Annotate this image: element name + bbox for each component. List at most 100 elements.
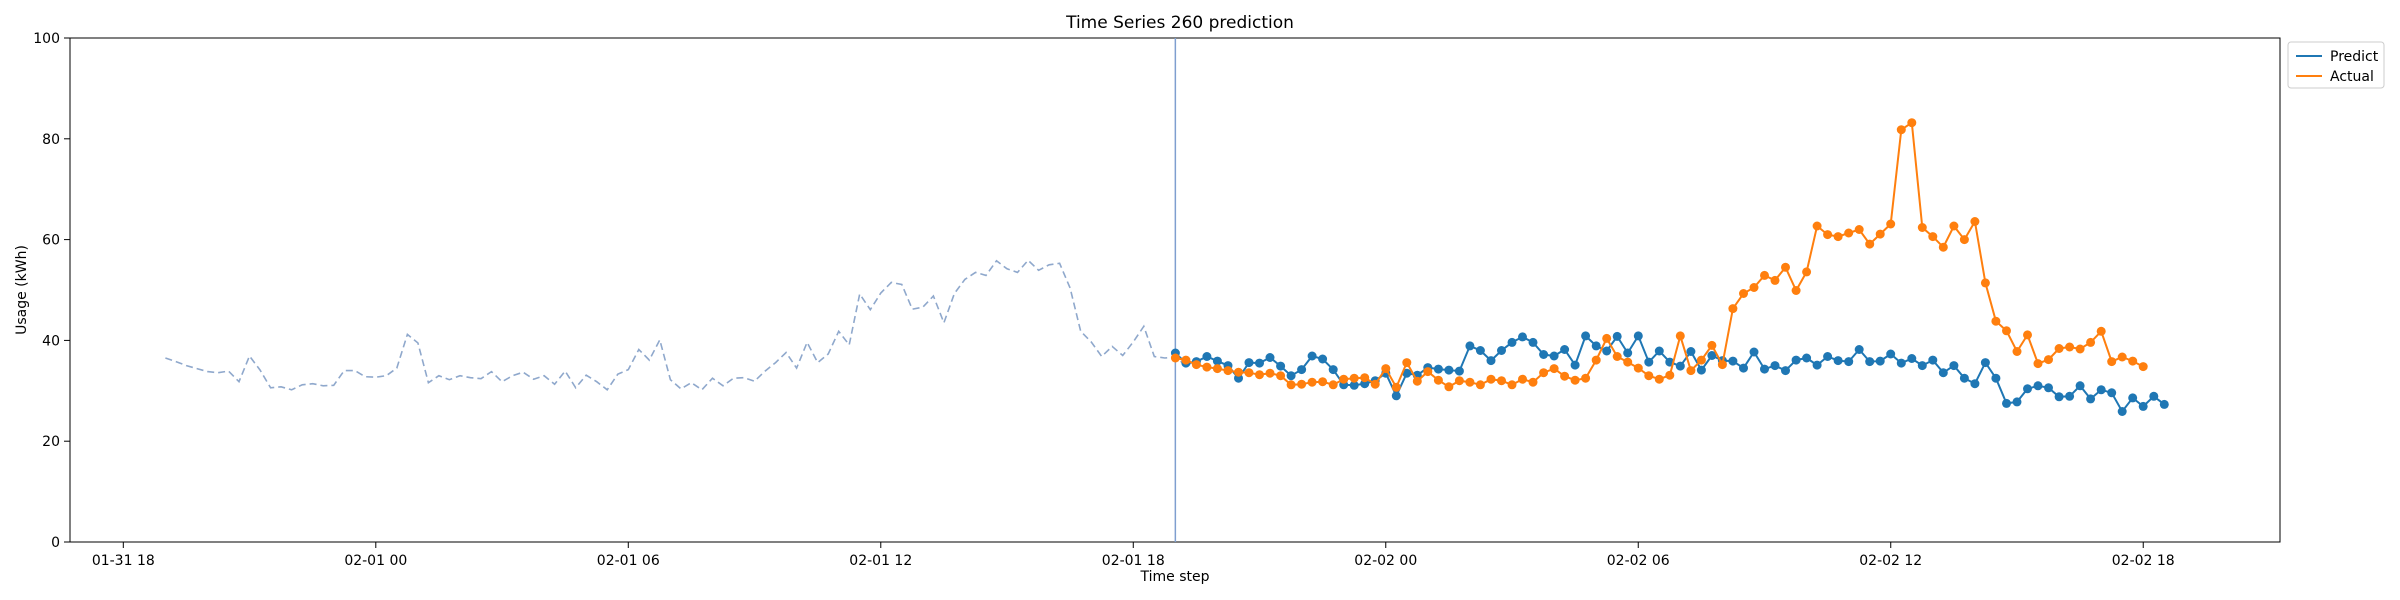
data-point [1181, 355, 1191, 365]
x-axis-label: Time step [1140, 569, 1210, 585]
data-point [1486, 374, 1496, 384]
data-point [1612, 352, 1622, 361]
data-point [1202, 352, 1212, 361]
data-point [1654, 374, 1664, 384]
data-point [1865, 357, 1875, 367]
data-point [1475, 380, 1485, 390]
data-point [2096, 326, 2106, 336]
data-point [1518, 374, 1527, 384]
data-point [2138, 401, 2148, 411]
data-point [1802, 267, 1812, 277]
data-point [1591, 355, 1601, 365]
chart-title: Time Series 260 prediction [1065, 13, 1294, 33]
data-point [1602, 346, 1612, 356]
data-point [1949, 221, 1959, 231]
data-point [1486, 356, 1496, 366]
data-point [1349, 373, 1359, 383]
data-point [2086, 394, 2096, 404]
data-point [1875, 356, 1885, 366]
data-point [1623, 348, 1633, 358]
data-point [1970, 217, 1980, 226]
data-point [1581, 373, 1591, 383]
data-point [1865, 239, 1875, 249]
data-point [1549, 364, 1559, 374]
data-point [1433, 375, 1443, 385]
data-point [1402, 358, 1412, 368]
data-point [1675, 361, 1685, 371]
legend-items: Predict Actual [2296, 49, 2379, 85]
data-point [1307, 351, 1317, 361]
data-point [1581, 331, 1591, 341]
data-point [1749, 283, 1759, 292]
x-tick-label: 02-02 06 [1607, 553, 1670, 569]
data-point [2033, 381, 2043, 391]
data-point [1507, 337, 1517, 347]
data-point [1707, 340, 1717, 350]
data-point [1528, 377, 1538, 387]
data-point [1980, 358, 1990, 368]
data-point [1444, 365, 1454, 375]
data-point [1276, 371, 1286, 381]
data-point [1518, 332, 1527, 342]
data-point [1391, 382, 1401, 392]
data-point [1823, 352, 1833, 361]
data-point [2002, 398, 2011, 408]
data-point [1602, 333, 1612, 343]
data-point [1907, 354, 1917, 363]
data-point [1644, 357, 1654, 367]
data-point [1570, 375, 1580, 385]
data-point [1833, 356, 1843, 366]
data-point [2012, 347, 2022, 356]
data-point [1549, 351, 1559, 361]
data-point [1623, 357, 1633, 367]
y-axis: 0 20 40 60 80 100 [33, 31, 70, 551]
data-point [1570, 360, 1580, 370]
x-tick-label: 02-02 00 [1354, 553, 1417, 569]
data-point [1696, 355, 1706, 365]
data-point [1707, 351, 1717, 360]
data-point [1791, 286, 1801, 295]
x-tick-label: 01-31 18 [92, 553, 155, 569]
data-point [1739, 363, 1748, 373]
data-point [1465, 341, 1475, 351]
data-point [1781, 262, 1790, 272]
data-point [1970, 379, 1980, 389]
data-point [1844, 357, 1854, 367]
data-point [1686, 347, 1696, 356]
data-point [2065, 391, 2075, 401]
data-point [2044, 383, 2053, 393]
data-point [1454, 366, 1464, 376]
legend: Predict Actual [2287, 41, 2385, 89]
data-point [1370, 379, 1380, 389]
data-point [2054, 344, 2064, 353]
data-point [1255, 358, 1264, 368]
data-point [2023, 384, 2032, 394]
data-point [1381, 364, 1391, 374]
data-point [1833, 232, 1843, 242]
data-point [2149, 391, 2159, 401]
data-point [1896, 358, 1906, 368]
data-point [1286, 371, 1296, 381]
data-point [1917, 223, 1927, 232]
legend-label: Actual [2330, 69, 2374, 85]
x-tick-label: 02-02 18 [2112, 553, 2175, 569]
data-point [1728, 356, 1738, 366]
data-point [2159, 399, 2169, 409]
data-point [1686, 366, 1696, 376]
data-point [1675, 331, 1685, 341]
x-tick-label: 02-01 18 [1102, 553, 1165, 569]
data-point [1959, 235, 1969, 245]
data-point [1802, 353, 1812, 363]
data-point [1297, 365, 1307, 375]
y-tick-label: 60 [42, 233, 60, 249]
data-point [1739, 289, 1748, 298]
data-point [1560, 371, 1570, 381]
data-point [1886, 219, 1896, 229]
data-point [1433, 364, 1443, 374]
data-point [1896, 125, 1906, 135]
data-point [1391, 391, 1401, 401]
data-point [2012, 397, 2022, 407]
data-point [1696, 365, 1706, 375]
data-point [2117, 352, 2127, 362]
